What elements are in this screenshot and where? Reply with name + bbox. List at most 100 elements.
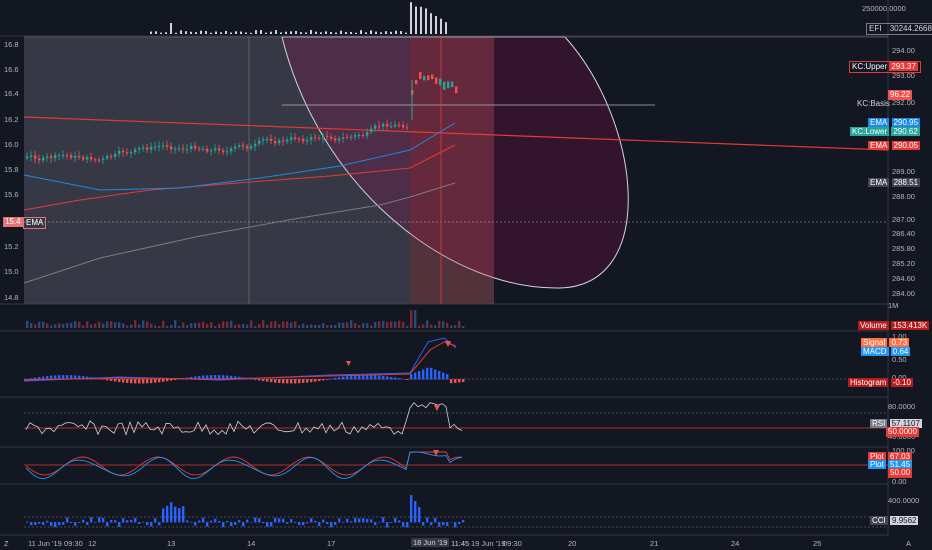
candle-body: [310, 137, 313, 140]
cci-bar: [46, 520, 49, 523]
macd-histogram-bar: [122, 379, 125, 383]
volume-bar: [422, 324, 425, 328]
macd-histogram-bar: [106, 379, 109, 381]
volume-bar: [394, 321, 397, 328]
efi-bar: [155, 31, 157, 34]
volume-bar: [342, 322, 345, 328]
macd-histogram-bar: [62, 375, 65, 380]
volume-bar: [194, 323, 197, 328]
auto-scale-button[interactable]: A: [906, 539, 912, 548]
macd-histogram-bar: [34, 377, 37, 380]
efi-bar: [260, 30, 262, 34]
range-highlight: [410, 37, 494, 304]
cci-bar: [306, 522, 309, 524]
macd-histogram-bar: [74, 375, 77, 380]
cci-bar: [414, 501, 417, 523]
volume-bar: [458, 321, 461, 328]
volume-bar: [174, 320, 177, 328]
candle-body: [58, 155, 61, 157]
volume-bar: [94, 323, 97, 328]
candle-body: [114, 154, 117, 157]
efi-bar: [215, 31, 217, 34]
candle-body: [242, 145, 245, 147]
candle-body: [435, 77, 438, 84]
efi-bar: [360, 30, 362, 34]
stoch-level-label: 50.00: [888, 468, 913, 478]
macd-histogram-bar: [362, 375, 365, 380]
cci-bar: [186, 520, 189, 523]
volume-bar: [434, 325, 437, 328]
cci-bar: [166, 505, 169, 523]
cci-bar: [282, 518, 285, 523]
stoch-plot-1-label: Plot 67.03: [868, 452, 913, 461]
candle-body: [455, 86, 458, 94]
time-axis-label: 19 Jun '19: [471, 539, 506, 548]
efi-bar: [430, 13, 432, 34]
time-axis-label: 24: [731, 539, 740, 548]
macd-histogram-bar: [434, 369, 437, 380]
candle-body: [398, 124, 401, 126]
cci-bar: [374, 522, 377, 526]
sell-arrow-icon: [445, 341, 451, 347]
rsi-level-label: 50.0000: [886, 427, 919, 437]
macd-histogram-bar: [298, 379, 301, 384]
time-axis-z-button[interactable]: Z: [4, 539, 9, 548]
cci-bar: [158, 522, 161, 526]
cci-bar: [462, 520, 465, 523]
volume-bar: [402, 321, 405, 328]
volume-bar: [126, 325, 129, 328]
efi-bar: [365, 32, 367, 34]
candle-body: [74, 155, 77, 158]
volume-bar: [310, 324, 313, 328]
macd-histogram-bar: [326, 379, 329, 380]
candle-body: [178, 148, 181, 150]
efi-bar: [230, 32, 232, 34]
cci-bar: [190, 521, 193, 523]
macd-histogram-bar: [58, 375, 61, 380]
volume-bar: [46, 323, 49, 328]
time-axis-label: 13: [167, 539, 176, 548]
candle-body: [142, 147, 145, 149]
macd-histogram-bar: [114, 379, 117, 382]
cci-bar: [114, 520, 117, 523]
macd-histogram-bar: [218, 375, 221, 380]
volume-bar: [346, 322, 349, 328]
cci-bar: [258, 518, 261, 523]
macd-histogram-bar: [254, 379, 257, 380]
volume-bar: [318, 324, 321, 328]
macd-histogram-bar: [350, 375, 353, 380]
macd-histogram-label: Histogram -0.10: [848, 378, 913, 387]
efi-bar: [255, 30, 257, 34]
efi-bar: [325, 31, 327, 34]
volume-bar: [442, 321, 445, 328]
cci-bar: [386, 522, 389, 528]
efi-bar: [270, 31, 272, 34]
macd-histogram-bar: [318, 379, 321, 382]
macd-axis-label: 0.00: [892, 373, 907, 382]
candle-body: [439, 78, 442, 86]
volume-bar: [150, 323, 153, 328]
volume-bar: [254, 325, 257, 328]
stoch-plot-2-line: [25, 451, 463, 480]
right-axis-label: 284.00: [892, 289, 915, 298]
volume-bar: [314, 325, 317, 328]
macd-histogram-bar: [410, 374, 413, 380]
right-axis-label: 292.00: [892, 98, 915, 107]
macd-axis-label: 0.50: [892, 355, 907, 364]
volume-bar: [98, 321, 101, 328]
candle-body: [154, 146, 157, 148]
volume-bar: [86, 321, 89, 328]
macd-histogram-bar: [262, 379, 265, 382]
efi-bar: [185, 31, 187, 34]
candle-body: [70, 155, 73, 158]
candle-body: [230, 148, 233, 152]
cci-bar: [442, 522, 445, 526]
macd-histogram-bar: [130, 379, 133, 384]
volume-bar: [42, 321, 45, 328]
cci-bar: [358, 518, 361, 523]
efi-bar: [195, 32, 197, 34]
volume-bar: [146, 321, 149, 328]
candle-body: [162, 145, 165, 147]
